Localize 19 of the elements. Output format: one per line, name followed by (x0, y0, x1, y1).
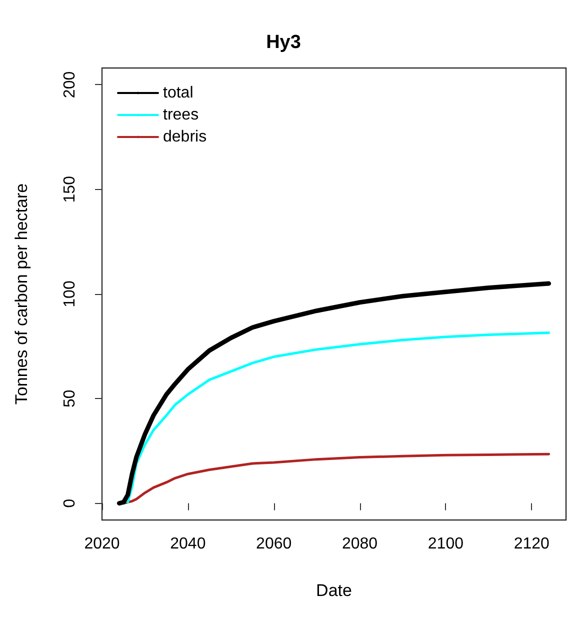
legend-label: trees (163, 106, 199, 124)
x-axis-title: Date (316, 581, 352, 600)
legend-label: total (163, 84, 194, 102)
chart-title: Hy3 (266, 32, 301, 53)
y-tick-label: 150 (62, 176, 78, 203)
line-series (116, 281, 552, 506)
x-tick-label: 2040 (170, 536, 206, 552)
x-tick-label: 2100 (428, 536, 464, 552)
y-tick-label: 0 (62, 498, 78, 508)
y-tick-label: 200 (62, 71, 78, 98)
x-tick-label: 2080 (342, 536, 378, 552)
y-axis-title: Tonnes of carbon per hectare (12, 183, 31, 405)
legend-label: debris (163, 128, 207, 146)
y-tick-label: 50 (62, 390, 78, 408)
line-series (126, 331, 550, 504)
x-tick-label: 2020 (84, 536, 120, 552)
x-tick-label: 2120 (514, 536, 550, 552)
y-tick-label: 100 (62, 280, 78, 308)
x-tick-label: 2060 (256, 536, 292, 552)
